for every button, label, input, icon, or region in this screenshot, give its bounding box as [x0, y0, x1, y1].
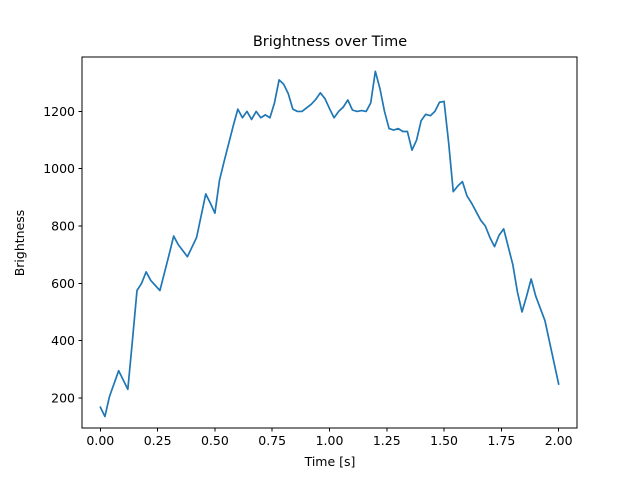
x-tick-label: 1.25: [373, 433, 401, 448]
x-axis-ticks: 0.00 0.25 0.50 0.75 1.00 1.25 1.50 1.75 2.00: [86, 428, 573, 448]
y-axis-ticks: 200 400 600 800 1000 1200: [43, 104, 82, 405]
x-tick-label: 0.00: [86, 433, 114, 448]
y-tick-label: 1200: [43, 104, 75, 119]
chart-title: Brightness over Time: [253, 34, 407, 50]
y-axis-label: Brightness: [12, 210, 27, 277]
x-tick-label: 2.00: [545, 433, 573, 448]
x-tick-label: 1.00: [316, 433, 344, 448]
y-tick-label: 1000: [43, 161, 75, 176]
x-tick-label: 1.50: [430, 433, 458, 448]
x-axis-label: Time [s]: [304, 454, 356, 469]
x-tick-label: 0.25: [144, 433, 172, 448]
plot-area-background: [82, 57, 577, 428]
axes-frame: [81, 56, 578, 429]
x-tick-label: 0.50: [201, 433, 229, 448]
y-tick-label: 600: [51, 276, 75, 291]
brightness-series-line: [99, 70, 560, 418]
y-tick-label: 800: [51, 219, 75, 234]
x-tick-label: 0.75: [258, 433, 286, 448]
y-tick-label: 200: [51, 390, 75, 405]
y-tick-label: 400: [51, 333, 75, 348]
x-tick-label: 1.75: [487, 433, 515, 448]
